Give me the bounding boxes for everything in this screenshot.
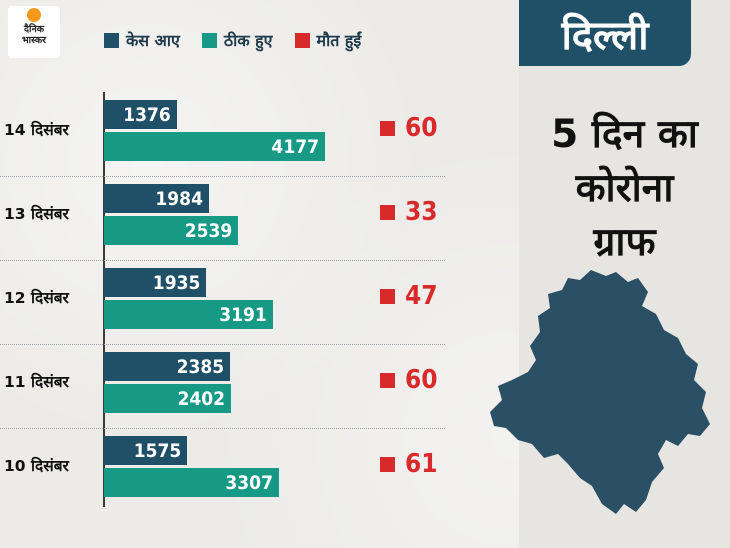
death-square-icon bbox=[380, 456, 395, 472]
headline-line-1: 5 दिन का bbox=[551, 112, 698, 157]
legend-swatch-cases bbox=[104, 32, 119, 48]
bar-recovered: 3307 bbox=[104, 468, 279, 497]
delhi-map-icon bbox=[490, 270, 710, 514]
death-marker: 60 bbox=[380, 365, 438, 395]
logo-text-line2: भास्कर bbox=[21, 35, 47, 46]
row-separator bbox=[0, 428, 445, 429]
bar-cases: 1984 bbox=[104, 184, 209, 213]
panel-title: दिल्ली bbox=[561, 12, 649, 59]
bar-cases: 2385 bbox=[104, 352, 231, 381]
death-marker: 60 bbox=[380, 113, 438, 143]
bar-cases: 1376 bbox=[104, 100, 177, 129]
delhi-map-shape bbox=[490, 270, 710, 514]
legend-label-recovered: ठीक हुए bbox=[223, 31, 273, 50]
bar-cases: 1935 bbox=[104, 268, 207, 297]
legend-swatch-deaths bbox=[294, 32, 310, 48]
legend-label-deaths: मौत हुईं bbox=[316, 31, 362, 50]
legend-label-cases: केस आए bbox=[126, 31, 180, 50]
death-value: 33 bbox=[405, 197, 438, 227]
death-value: 60 bbox=[405, 113, 438, 143]
row-separator bbox=[0, 260, 445, 261]
chart-row: 10 दिसंबर 1575 3307 61 bbox=[0, 433, 440, 497]
category-label: 14 दिसंबर bbox=[4, 121, 69, 139]
bar-recovered: 4177 bbox=[104, 132, 325, 161]
death-square-icon bbox=[380, 288, 395, 304]
death-square-icon bbox=[380, 204, 395, 220]
bar-recovered: 2402 bbox=[104, 384, 232, 413]
category-label: 10 दिसंबर bbox=[4, 457, 69, 475]
death-value: 60 bbox=[405, 365, 438, 395]
death-square-icon bbox=[380, 120, 395, 136]
death-marker: 61 bbox=[380, 449, 438, 479]
logo-text-line1: दैनिक bbox=[23, 24, 45, 35]
headline: 5 दिन का कोरोना ग्राफ bbox=[519, 108, 730, 270]
headline-line-3: ग्राफ bbox=[593, 220, 656, 265]
category-label: 11 दिसंबर bbox=[4, 373, 69, 391]
sun-logo-icon bbox=[27, 8, 41, 22]
chart-row: 13 दिसंबर 1984 2539 33 bbox=[0, 181, 440, 245]
legend-swatch-recovered bbox=[201, 32, 217, 48]
chart-row: 14 दिसंबर 1376 4177 60 bbox=[0, 97, 440, 161]
chart-row: 11 दिसंबर 2385 2402 60 bbox=[0, 349, 440, 413]
chart-axis-line bbox=[103, 92, 105, 507]
headline-line-2: कोरोना bbox=[575, 166, 674, 211]
category-label: 13 दिसंबर bbox=[4, 205, 69, 223]
panel-header: दिल्ली bbox=[519, 0, 691, 66]
brand-logo: दैनिक भास्कर bbox=[8, 6, 60, 58]
death-square-icon bbox=[380, 372, 395, 388]
bar-cases: 1575 bbox=[104, 436, 188, 465]
category-label: 12 दिसंबर bbox=[4, 289, 69, 307]
death-value: 47 bbox=[405, 281, 438, 311]
legend-item-cases: केस आए bbox=[104, 29, 180, 51]
legend-item-deaths: मौत हुईं bbox=[294, 29, 362, 51]
legend-item-recovered: ठीक हुए bbox=[201, 29, 273, 51]
bar-recovered: 2539 bbox=[104, 216, 239, 245]
chart-row: 12 दिसंबर 1935 3191 47 bbox=[0, 265, 440, 329]
chart-legend: केस आए ठीक हुए मौत हुईं bbox=[104, 28, 361, 52]
death-value: 61 bbox=[405, 449, 438, 479]
bar-recovered: 3191 bbox=[104, 300, 273, 329]
row-separator bbox=[0, 176, 445, 177]
death-marker: 47 bbox=[380, 281, 438, 311]
death-marker: 33 bbox=[380, 197, 438, 227]
row-separator bbox=[0, 344, 445, 345]
